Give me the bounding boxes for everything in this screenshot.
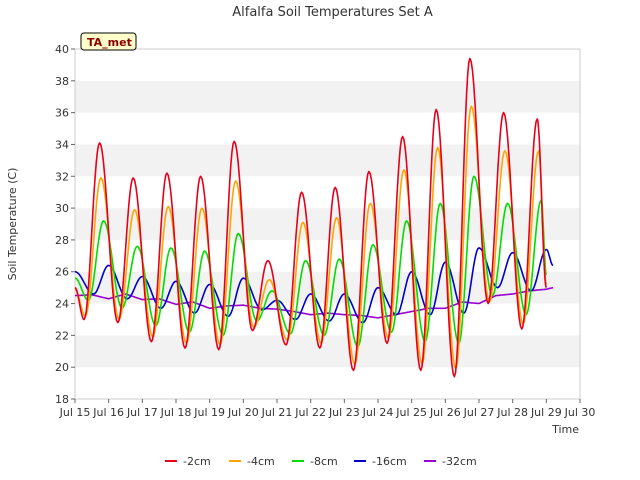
y-tick-label: 40: [55, 43, 69, 56]
y-tick-label: 20: [55, 361, 69, 374]
legend-label: -4cm: [247, 455, 275, 468]
x-tick-label: Jul 24: [362, 406, 394, 419]
y-tick-label: 38: [55, 75, 69, 88]
y-tick-label: 30: [55, 202, 69, 215]
plot-frame: [74, 48, 581, 400]
chart-title: Alfalfa Soil Temperatures Set A: [232, 5, 433, 20]
x-tick-label: Jul 26: [429, 406, 461, 419]
legend-label: -16cm: [372, 455, 407, 468]
band: [75, 80, 580, 113]
x-tick-label: Jul 22: [294, 406, 326, 419]
series-lines: [74, 57, 554, 378]
legend-label: -8cm: [310, 455, 338, 468]
band: [75, 335, 580, 368]
y-axis-label: Soil Temperature (C): [6, 168, 19, 281]
x-tick-label: Jul 30: [564, 406, 596, 419]
y-tick-label: 32: [55, 170, 69, 183]
y-tick-label: 18: [55, 393, 69, 406]
legend-label: -32cm: [442, 455, 477, 468]
y-tick-label: 22: [55, 329, 69, 342]
band: [75, 49, 580, 81]
band: [75, 367, 580, 399]
legend: -2cm -4cm -8cm -16cm -32cm: [165, 455, 477, 468]
x-tick-label: Jul 28: [496, 406, 528, 419]
x-tick-label: Jul 18: [160, 406, 192, 419]
x-tick-label: Jul 20: [227, 406, 259, 419]
legend-label: -2cm: [183, 455, 211, 468]
annotation-label: TA_met: [87, 36, 132, 49]
band: [75, 112, 580, 145]
x-tick-label: Jul 15: [59, 406, 91, 419]
band: [75, 144, 580, 177]
y-tick-label: 36: [55, 107, 69, 120]
x-tick-label: Jul 16: [92, 406, 124, 419]
x-axis: Jul 15 Jul 16 Jul 17 Jul 18 Jul 19 Jul 20 Jul …: [59, 399, 596, 419]
x-axis-label: Time: [551, 423, 579, 436]
band: [75, 176, 580, 209]
annotation-box: [80, 32, 137, 51]
y-tick-label: 28: [55, 234, 69, 247]
y-axis: 18 20 22 24 26 28 30 32 34 36 38 40: [55, 43, 75, 406]
x-tick-label: Jul 25: [395, 406, 427, 419]
x-tick-label: Jul 21: [261, 406, 293, 419]
x-tick-label: Jul 27: [463, 406, 495, 419]
y-tick-label: 26: [55, 266, 69, 279]
x-tick-label: Jul 19: [193, 406, 225, 419]
x-tick-label: Jul 29: [530, 406, 562, 419]
x-tick-label: Jul 23: [328, 406, 360, 419]
x-tick-label: Jul 17: [126, 406, 158, 419]
series-line-minus-2cm: [74, 57, 548, 378]
y-tick-label: 24: [55, 298, 69, 311]
series-line-minus-8cm: [74, 175, 548, 348]
plot-background-bands: [75, 49, 580, 399]
ta-met-annotation: TA_met: [80, 32, 137, 51]
y-tick-label: 34: [55, 138, 69, 151]
